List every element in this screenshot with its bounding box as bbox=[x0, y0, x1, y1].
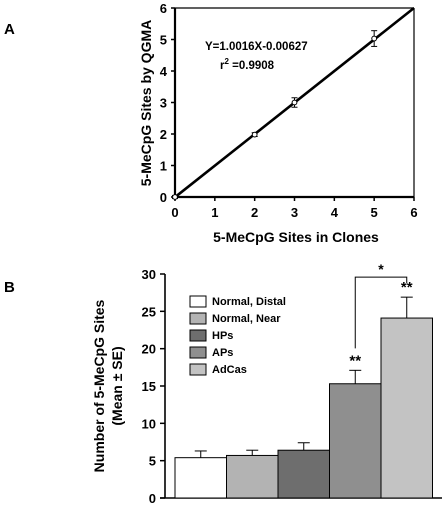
x-tick-label: 0 bbox=[171, 205, 178, 220]
legend-swatch-normal-distal bbox=[189, 295, 207, 308]
legend: Normal, Distal Normal, Near HPs APs AdCa… bbox=[189, 295, 286, 376]
x-tick-label: 4 bbox=[331, 205, 339, 220]
legend-swatch-aps bbox=[189, 346, 207, 359]
legend-swatch-normal-near bbox=[189, 312, 207, 325]
y-tick-label: 25 bbox=[142, 304, 156, 319]
bar-chart: 0 5 10 15 20 25 30 Normal, Distal Normal, Near… bbox=[91, 261, 442, 506]
x-tick-label: 6 bbox=[410, 205, 417, 220]
y-tick-label: 2 bbox=[160, 127, 167, 142]
legend-label-aps: APs bbox=[212, 347, 233, 359]
legend-label-adcas: AdCas bbox=[212, 364, 247, 376]
panel-b-letter: B bbox=[4, 279, 15, 296]
bracket-label: * bbox=[378, 261, 384, 277]
y-tick-label: 3 bbox=[160, 96, 167, 111]
legend-swatch-adcas bbox=[189, 363, 207, 376]
y-tick-label: 1 bbox=[160, 159, 167, 174]
y-tick-label: 0 bbox=[160, 190, 167, 205]
y-tick-label: 5 bbox=[149, 454, 156, 469]
legend-swatch-hps bbox=[189, 329, 207, 342]
equation-label: Y=1.0016X-0.00627 bbox=[205, 41, 308, 53]
significance-aps: ** bbox=[349, 352, 361, 369]
x-tick-label: 3 bbox=[291, 205, 298, 220]
x-tick-label: 1 bbox=[211, 205, 218, 220]
y-tick-label: 4 bbox=[160, 64, 168, 79]
legend-label-normal-distal: Normal, Distal bbox=[212, 296, 286, 308]
significance-adcas: ** bbox=[401, 279, 413, 296]
y-tick-label: 30 bbox=[142, 267, 156, 282]
y-axis-title-line1: Number of 5-MeCpG Sites bbox=[91, 299, 107, 472]
bar bbox=[226, 454, 279, 499]
bar bbox=[277, 449, 330, 499]
x-tick-label: 2 bbox=[251, 205, 258, 220]
bar bbox=[174, 457, 227, 499]
legend-label-hps: HPs bbox=[212, 330, 233, 342]
scatter-chart: 0 1 2 3 4 5 6 0 1 2 3 4 5 6 Y=1.0016X-0.00627 r2 =0.9… bbox=[138, 1, 418, 245]
data-point bbox=[291, 99, 298, 106]
data-point bbox=[371, 35, 378, 42]
bar bbox=[329, 383, 382, 499]
data-point bbox=[172, 194, 178, 200]
x-tick-label: 5 bbox=[371, 205, 378, 220]
bar bbox=[380, 317, 433, 499]
significance-bracket bbox=[354, 276, 408, 349]
x-axis-title: 5-MeCpG Sites in Clones bbox=[213, 229, 379, 245]
data-point bbox=[251, 131, 258, 138]
y-tick-label: 0 bbox=[149, 491, 156, 506]
y-tick-label: 6 bbox=[160, 1, 167, 16]
y-axis-title: 5-MeCpG Sites by QGMA bbox=[138, 20, 154, 186]
y-tick-label: 20 bbox=[142, 342, 156, 357]
y-tick-label: 5 bbox=[160, 33, 167, 48]
y-tick-label: 10 bbox=[142, 416, 156, 431]
panel-a-letter: A bbox=[4, 21, 15, 38]
r-squared-label: r2 =0.9908 bbox=[220, 57, 275, 72]
y-tick-label: 15 bbox=[142, 379, 156, 394]
legend-label-normal-near: Normal, Near bbox=[212, 313, 281, 325]
y-axis-title-line2: (Mean ± SE) bbox=[109, 346, 125, 425]
